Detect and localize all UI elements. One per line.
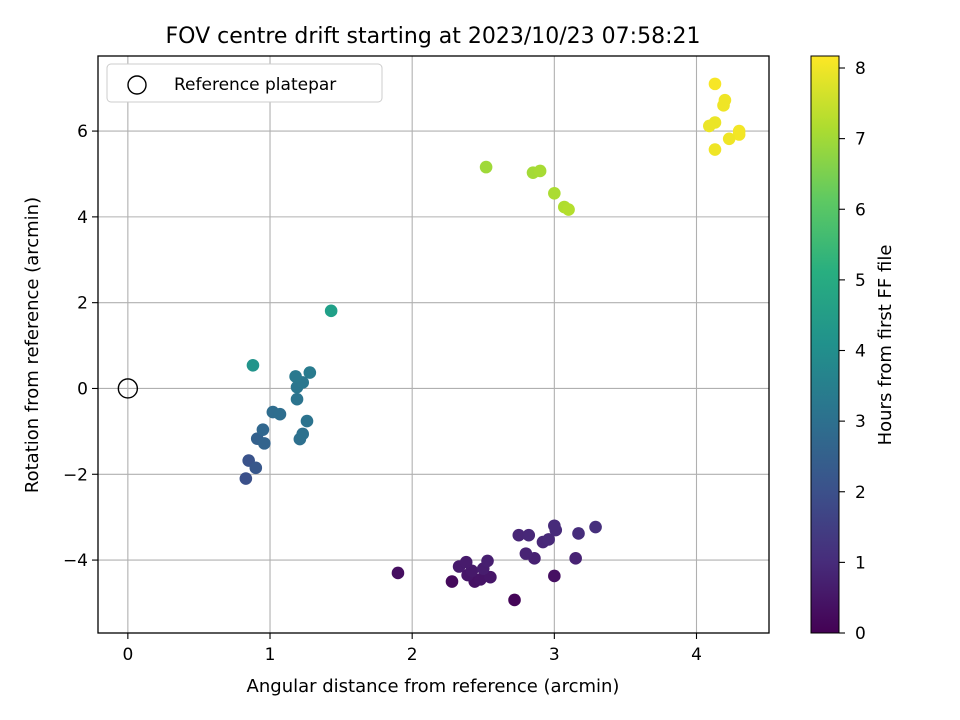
data-point <box>258 437 271 450</box>
data-point <box>533 164 547 178</box>
data-point <box>708 77 722 91</box>
colorbar-tick-label: 2 <box>855 483 866 503</box>
data-point <box>519 547 533 560</box>
colorbar-label: Hours from first FF file <box>875 245 896 446</box>
y-tick-label: 4 <box>77 208 88 228</box>
chart-title: FOV centre drift starting at 2023/10/23 … <box>166 24 701 49</box>
colorbar-tick-label: 8 <box>855 59 866 79</box>
data-point <box>484 570 497 584</box>
colorbar-tick-label: 0 <box>855 624 866 644</box>
data-point <box>708 143 722 156</box>
data-point <box>479 160 493 174</box>
data-point <box>717 99 730 112</box>
data-point <box>391 566 405 580</box>
data-point <box>589 520 602 534</box>
data-point <box>459 555 473 569</box>
data-point <box>522 528 536 542</box>
legend-box <box>106 63 383 103</box>
colorbar-tick-label: 6 <box>855 200 866 220</box>
y-tick-label: −2 <box>63 465 88 485</box>
data-point <box>239 472 253 485</box>
x-tick-label: 3 <box>549 645 560 665</box>
data-point <box>548 569 561 583</box>
colorbar-tick-label: 5 <box>855 271 866 291</box>
colorbar-ticks: 0 1 2 3 4 5 6 7 8 <box>839 59 866 644</box>
data-point <box>732 128 746 141</box>
data-point <box>548 186 561 200</box>
x-tick-label: 4 <box>691 645 702 665</box>
data-point <box>508 593 521 607</box>
legend-label: Reference platepar <box>174 75 336 95</box>
data-point <box>702 119 716 133</box>
colorbar-gradient <box>810 55 840 634</box>
data-point <box>445 575 459 588</box>
data-point <box>256 423 270 436</box>
data-point <box>249 461 263 475</box>
data-point <box>273 407 287 421</box>
colorbar-tick-label: 4 <box>855 342 866 362</box>
reference-marker-group <box>117 378 139 399</box>
y-tick-label: 2 <box>77 294 88 314</box>
data-point <box>303 366 317 379</box>
colorbar-tick-label: 1 <box>855 553 866 573</box>
x-axis-ticks: 0 1 2 3 4 <box>122 633 702 665</box>
colorbar-tick-label: 3 <box>855 412 866 432</box>
data-point <box>324 304 338 318</box>
data-point <box>722 132 736 146</box>
x-axis-label: Angular distance from reference (arcmin) <box>247 676 620 697</box>
data-point <box>481 554 494 568</box>
data-point <box>290 392 304 406</box>
legend: Reference platepar <box>106 63 383 103</box>
data-point <box>474 573 487 586</box>
x-tick-label: 2 <box>407 645 418 665</box>
y-tick-label: −4 <box>63 551 88 571</box>
data-point <box>548 519 561 533</box>
y-tick-label: 0 <box>77 379 88 399</box>
legend-marker-icon <box>127 75 147 95</box>
data-point <box>246 359 260 372</box>
x-tick-label: 1 <box>265 645 276 665</box>
data-point <box>562 203 575 216</box>
grid <box>98 56 769 633</box>
data-point <box>512 528 526 542</box>
data-point <box>289 370 302 383</box>
y-axis-label: Rotation from reference (arcmin) <box>22 197 43 493</box>
y-tick-label: 6 <box>77 122 88 142</box>
colorbar: 0 1 2 3 4 5 6 7 8 Hours from first FF file <box>810 55 896 644</box>
x-tick-label: 0 <box>122 645 133 665</box>
data-point <box>569 552 582 565</box>
colorbar-tick-label: 7 <box>855 130 866 150</box>
data-point <box>296 427 310 441</box>
data-point <box>542 533 555 546</box>
plot-frame <box>97 55 770 634</box>
data-point <box>300 414 314 428</box>
data-point <box>572 527 585 540</box>
reference-marker <box>117 378 139 399</box>
data-points <box>239 77 746 607</box>
y-axis-ticks: −4 −2 0 2 4 6 <box>63 122 98 571</box>
